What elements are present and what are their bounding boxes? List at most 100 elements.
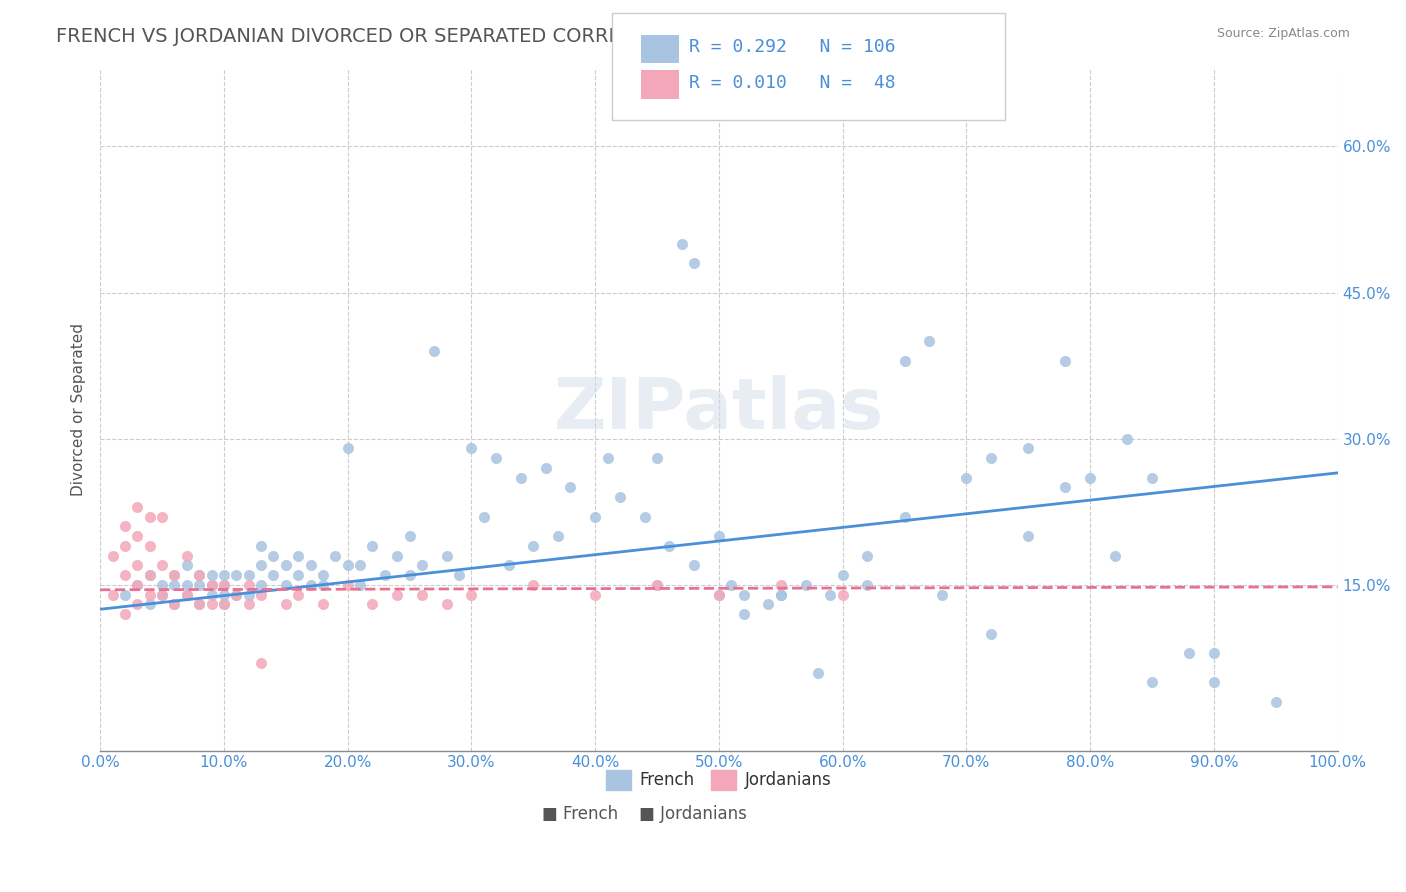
Point (583, 509, 606, 524)
Point (101, 588, 124, 602)
Point (127, 500, 149, 514)
Point (820, 588, 842, 602)
Point (238, 578, 260, 592)
Point (385, 588, 408, 602)
Point (138, 539, 160, 553)
Point (188, 578, 211, 592)
Point (893, 353, 915, 368)
Point (398, 568, 420, 582)
Point (1054, 480, 1077, 494)
Point (212, 578, 235, 592)
Point (150, 588, 173, 602)
Point (312, 598, 335, 612)
Point (707, 588, 730, 602)
Point (560, 480, 582, 494)
Point (262, 568, 284, 582)
Text: ZIPatlas: ZIPatlas (554, 375, 884, 444)
Point (758, 598, 780, 612)
Point (472, 509, 495, 524)
Point (200, 588, 222, 602)
Point (423, 344, 446, 359)
Point (645, 578, 668, 592)
Point (609, 490, 631, 504)
Point (150, 588, 173, 602)
Point (1116, 432, 1139, 446)
Point (212, 598, 235, 612)
Text: R = 0.292   N = 106: R = 0.292 N = 106 (689, 38, 896, 56)
Point (138, 509, 160, 524)
Point (645, 578, 668, 592)
Point (980, 451, 1002, 466)
Point (225, 588, 247, 602)
Point (509, 471, 531, 485)
Point (101, 549, 124, 563)
Point (1017, 529, 1039, 543)
Point (893, 509, 915, 524)
Point (212, 598, 235, 612)
Point (411, 588, 433, 602)
Point (807, 665, 830, 680)
Point (200, 598, 222, 612)
Point (200, 578, 222, 592)
Point (176, 549, 198, 563)
Point (707, 588, 730, 602)
Point (534, 461, 557, 475)
Point (238, 568, 260, 582)
Point (831, 588, 853, 602)
Point (176, 588, 198, 602)
Point (671, 236, 693, 251)
Point (1202, 646, 1225, 660)
Point (163, 568, 186, 582)
Point (436, 549, 458, 563)
Point (522, 578, 544, 592)
Point (1178, 646, 1201, 660)
Point (460, 588, 482, 602)
Point (188, 568, 211, 582)
Point (250, 558, 273, 573)
Point (683, 558, 706, 573)
Point (733, 607, 755, 621)
Point (707, 529, 730, 543)
Point (163, 598, 186, 612)
Point (163, 568, 186, 582)
Point (436, 598, 458, 612)
Point (212, 568, 235, 582)
Point (163, 578, 186, 592)
Point (683, 256, 706, 270)
Point (250, 656, 273, 670)
Point (138, 568, 160, 582)
Point (583, 588, 606, 602)
Point (287, 588, 309, 602)
Point (212, 578, 235, 592)
Point (485, 451, 508, 466)
Point (1140, 471, 1163, 485)
Point (138, 568, 160, 582)
Point (114, 568, 136, 582)
Point (176, 588, 198, 602)
Point (312, 568, 335, 582)
Point (200, 568, 222, 582)
Point (596, 451, 619, 466)
Point (1140, 675, 1163, 690)
Y-axis label: Divorced or Separated: Divorced or Separated (72, 323, 86, 496)
Point (931, 588, 953, 602)
Point (374, 568, 396, 582)
Point (287, 549, 309, 563)
Point (127, 578, 149, 592)
Point (114, 588, 136, 602)
Point (176, 578, 198, 592)
Point (274, 598, 297, 612)
Text: FRENCH VS JORDANIAN DIVORCED OR SEPARATED CORRELATION CHART: FRENCH VS JORDANIAN DIVORCED OR SEPARATE… (56, 27, 763, 45)
Point (114, 607, 136, 621)
Point (720, 578, 742, 592)
Point (312, 578, 335, 592)
Point (188, 598, 211, 612)
Point (150, 509, 173, 524)
Point (138, 588, 160, 602)
Point (150, 558, 173, 573)
Point (274, 558, 297, 573)
Point (200, 578, 222, 592)
Point (262, 549, 284, 563)
Point (238, 598, 260, 612)
Point (163, 598, 186, 612)
